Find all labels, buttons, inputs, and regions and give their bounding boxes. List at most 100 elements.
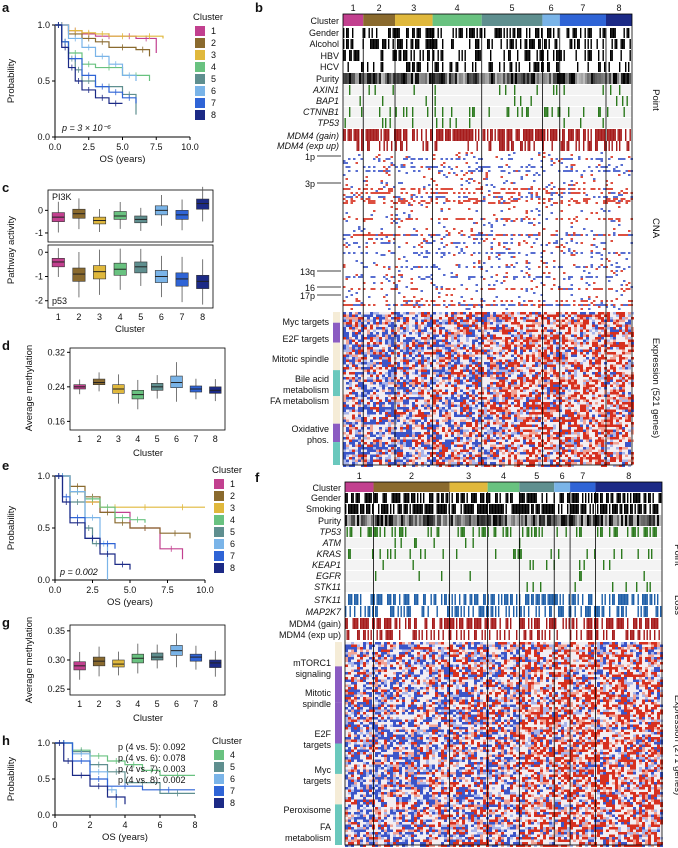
legend-label: 1 (230, 479, 235, 489)
subplot-tag: p53 (52, 296, 67, 306)
km-curve-3 (55, 24, 164, 39)
mdm4-gain-row-f-bg (345, 618, 662, 629)
subplot-tag: PI3K (52, 192, 72, 202)
purity-row (361, 73, 364, 84)
purity-row-f (495, 515, 498, 526)
point-row-bg (343, 118, 632, 128)
pathway-strip (333, 342, 340, 371)
expr-label: Mitotic spindle (272, 354, 329, 364)
x-axis-label: Cluster (115, 324, 145, 335)
point-row (349, 107, 625, 117)
purity-row (603, 73, 606, 84)
x-tick-label: 8 (192, 820, 197, 830)
y-tick-label: 0.30 (47, 655, 65, 665)
purity-row-f (509, 515, 512, 526)
purity-row (429, 73, 432, 84)
purity-row (489, 73, 492, 84)
cna-label: 16 (305, 283, 315, 293)
purity-row-f (615, 515, 618, 526)
x-axis-label: OS (years) (100, 154, 146, 165)
cluster-bar-3 (395, 14, 433, 26)
purity-row-f (477, 515, 480, 526)
cna-label: 17p (300, 291, 315, 301)
expr-label: Oxidative (291, 424, 329, 434)
legend-label: 5 (230, 527, 235, 537)
cluster-number: 5 (534, 471, 539, 481)
purity-row-f (427, 515, 430, 526)
legend-swatch (195, 50, 205, 60)
purity-row (467, 73, 470, 84)
purity-row-f (417, 515, 420, 526)
purity-row-f (599, 515, 602, 526)
expr-label: FA (320, 822, 331, 832)
purity-row (439, 73, 442, 84)
purity-row-f (571, 515, 574, 526)
x-tick-label: 5.0 (116, 142, 129, 152)
purity-row (617, 73, 620, 84)
legend-label: 4 (230, 515, 235, 525)
purity-row-f (473, 515, 476, 526)
x-tick-label: 8 (200, 312, 205, 322)
purity-row-f (621, 515, 624, 526)
legend-label: 2 (211, 38, 216, 48)
purity-row (463, 73, 466, 84)
purity-row-f (443, 515, 446, 526)
pathway-strip (335, 773, 342, 805)
purity-row-f (439, 515, 442, 526)
purity-row (385, 73, 388, 84)
cluster-bar-3 (449, 482, 488, 492)
x-tick-label: 7.5 (161, 585, 174, 595)
purity-row (457, 73, 460, 84)
km-plot-e: 0.0 2.5 5.0 7.5 10.0 0.0 0.5 1.0 OS (years) Proba… (6, 465, 242, 608)
pathway-strip (335, 666, 342, 703)
purity-row-f (381, 515, 384, 526)
box-plot-g: 0.25 0.30 0.35 1 2 3 4 5 6 7 8 Cluster Average methy… (24, 617, 226, 724)
purity-row-f (507, 515, 510, 526)
purity-row (493, 73, 496, 84)
expr-heatmap-b-lightred (343, 312, 634, 467)
panel-label-e: e (2, 458, 10, 473)
x-tick-label: 1 (77, 699, 82, 709)
km-curve-6 (55, 24, 137, 81)
point-row-f-bg (345, 560, 662, 570)
x-tick-label: 4 (122, 820, 127, 830)
purity-row (345, 73, 348, 84)
cluster-number: 4 (501, 471, 506, 481)
purity-row-f (625, 515, 628, 526)
purity-row (373, 73, 376, 84)
purity-row (357, 73, 360, 84)
purity-row-f (565, 515, 568, 526)
purity-row-f (467, 515, 470, 526)
legend-swatch (195, 38, 205, 48)
cluster-bar-6 (542, 14, 560, 26)
side-label-point: Point (650, 89, 661, 111)
purity-row (469, 73, 472, 84)
cluster-number: 7 (580, 471, 585, 481)
cluster-number: 6 (560, 471, 565, 481)
purity-row (623, 73, 626, 84)
purity-row-f (481, 515, 484, 526)
x-tick-label: 10.0 (196, 585, 214, 595)
cna-heatmap-loss (343, 152, 633, 310)
purity-row-f (435, 515, 438, 526)
purity-row (547, 73, 550, 84)
purity-row (531, 73, 534, 84)
y-tick-label: 0.35 (47, 626, 65, 636)
purity-row-f (601, 515, 604, 526)
purity-row-f (531, 515, 534, 526)
purity-row-f (525, 515, 528, 526)
cluster-bar-7 (570, 482, 596, 492)
x-tick-label: 5 (138, 312, 143, 322)
purity-row-f (543, 515, 546, 526)
box-cluster-8 (209, 659, 222, 668)
box-cluster-6 (170, 375, 183, 389)
purity-row-f (347, 515, 350, 526)
purity-row (517, 73, 520, 84)
purity-row (525, 73, 528, 84)
purity-row-f (433, 515, 436, 526)
cluster-number: 7 (580, 3, 585, 13)
purity-row-f (409, 515, 412, 526)
purity-row-f (353, 515, 356, 526)
purity-row (397, 73, 400, 84)
purity-row (491, 73, 494, 84)
